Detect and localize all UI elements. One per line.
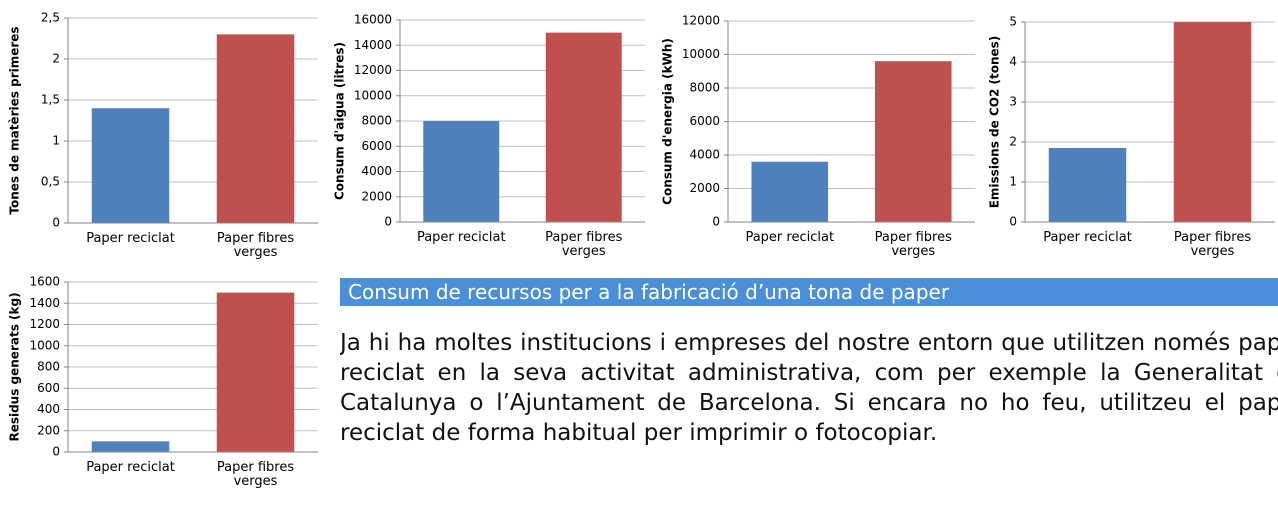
bar [751,161,829,222]
y-tick-label: 5 [1009,15,1017,29]
y-tick-label: 2 [1009,135,1017,149]
y-tick-label: 0 [1009,215,1017,229]
y-tick-label: 1200 [29,317,60,331]
x-tick-label: Paper reciclat [745,230,835,245]
y-tick-label: 2 [52,52,60,66]
x-tick-label: Paper fibres verges [874,230,952,259]
paragraph: Ja hi ha moltes institucions i empreses … [340,330,1278,446]
x-tick-label: Paper reciclat [86,231,175,246]
y-tick-label: 16000 [354,13,392,27]
x-tick-label: Paper fibres verges [1173,230,1252,259]
bar [1173,22,1252,222]
y-tick-label: 3 [1009,95,1017,109]
bar [545,32,622,222]
y-tick-label: 1 [52,134,60,148]
y-tick-label: 6000 [361,139,392,153]
y-tick-label: 600 [37,381,60,395]
y-tick-label: 8000 [361,114,392,128]
paragraph-box: Ja hi ha moltes institucions i empreses … [340,328,1278,513]
y-tick-label: 200 [37,423,60,437]
y-tick-label: 0 [52,445,60,459]
y-tick-label: 8000 [689,81,720,95]
y-axis-title: Consum d'energia (kWh) [661,38,675,205]
y-tick-label: 1 [1009,175,1017,189]
y-tick-label: 10000 [354,88,392,102]
y-tick-label: 2000 [361,189,392,203]
y-tick-label: 10000 [682,47,720,61]
y-axis-title: Emissions de CO2 (tones) [988,36,1002,209]
y-tick-label: 2000 [689,181,720,195]
x-tick-label: Paper fibres verges [216,460,295,489]
y-tick-label: 4000 [689,148,720,162]
y-tick-label: 6000 [689,114,720,128]
y-tick-label: 0 [712,215,720,229]
x-tick-label: Paper fibres verges [216,231,295,260]
bar [216,292,295,452]
y-axis-title: Residus generats (kg) [8,292,22,441]
y-tick-label: 800 [37,360,60,374]
y-tick-label: 0,5 [41,175,60,189]
x-tick-label: Paper reciclat [86,460,175,475]
bar [91,108,170,223]
x-tick-label: Paper fibres verges [545,230,623,259]
y-axis-title: Consum d'aigua (litres) [333,42,347,200]
x-tick-label: Paper reciclat [1043,230,1132,245]
section-heading: Consum de recursos per a la fabricació d… [340,278,1278,306]
bar [216,34,295,224]
y-tick-label: 12000 [682,14,720,28]
bar [874,61,952,223]
bar [423,121,500,222]
bar [1048,148,1127,222]
y-tick-label: 14000 [354,38,392,52]
x-tick-label: Paper reciclat [416,230,506,245]
y-axis-title: Tones de matèries primeres [8,26,22,214]
y-tick-label: 1,5 [41,93,60,107]
y-tick-label: 0 [52,216,60,230]
y-tick-label: 4000 [361,164,392,178]
y-tick-label: 1600 [29,275,60,289]
y-tick-label: 1400 [29,296,60,310]
y-tick-label: 12000 [354,63,392,77]
y-tick-label: 4 [1009,55,1017,69]
y-tick-label: 1000 [29,338,60,352]
bar [91,441,170,452]
y-tick-label: 400 [37,402,60,416]
y-tick-label: 0 [384,215,392,229]
y-tick-label: 2,5 [41,11,60,25]
